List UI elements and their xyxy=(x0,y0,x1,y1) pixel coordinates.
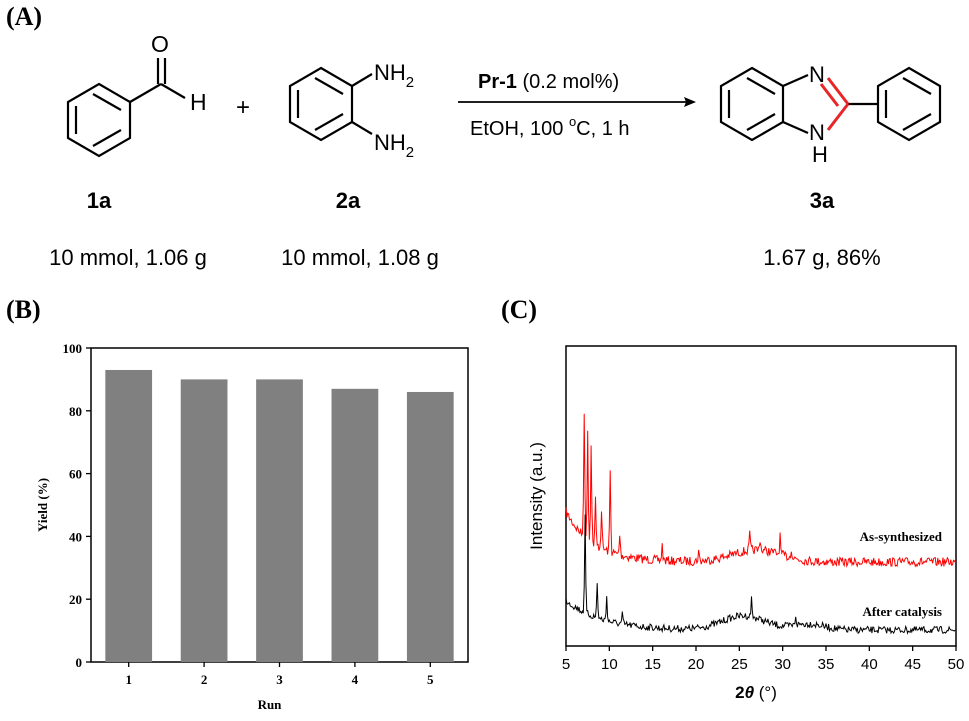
plus-sign: + xyxy=(236,94,250,121)
aldehyde-hydrogen: H xyxy=(190,89,207,115)
panel-label-b: (B) xyxy=(6,295,41,324)
compound-label-1a: 1a xyxy=(87,188,112,213)
amine-bottom: NH2 xyxy=(374,130,414,161)
imidazole-highlight xyxy=(819,77,850,131)
xrd-x-tick-label: 45 xyxy=(904,656,921,673)
xrd-x-tick-label: 25 xyxy=(731,656,748,673)
bar-x-tick-label: 4 xyxy=(352,672,359,687)
xrd-x-tick-label: 35 xyxy=(818,656,835,673)
bar-y-axis-label: Yield (%) xyxy=(35,478,50,532)
amount-3a: 1.67 g, 86% xyxy=(763,245,880,270)
xrd-y-axis-label: Intensity (a.u.) xyxy=(527,442,546,550)
xrd-series-as-synthesized xyxy=(565,413,956,568)
imidazole-n: N xyxy=(809,62,825,87)
bar-y-tick-label: 40 xyxy=(69,529,82,544)
panel-label-c: (C) xyxy=(501,295,538,324)
xrd-x-tick-label: 5 xyxy=(562,656,570,673)
xrd-x-tick-label: 15 xyxy=(644,656,661,673)
compound-label-3a: 3a xyxy=(810,188,835,213)
benzimidazole-structure xyxy=(719,66,942,142)
bar-y-tick-label: 100 xyxy=(63,341,83,356)
bar-y-tick-label: 0 xyxy=(76,655,83,670)
amount-2a: 10 mmol, 1.08 g xyxy=(281,245,439,270)
xrd-plot-frame xyxy=(565,345,957,647)
bar-y-tick-label: 60 xyxy=(69,467,82,482)
bar-run-2 xyxy=(180,379,228,662)
bar-x-tick-label: 1 xyxy=(125,672,132,687)
bar-run-1 xyxy=(105,369,153,662)
reaction-arrow xyxy=(458,97,696,107)
catalyst-label: Pr-1 (0.2 mol%) xyxy=(478,71,619,93)
xrd-x-tick-label: 50 xyxy=(948,656,965,673)
aldehyde-oxygen: O xyxy=(151,31,169,57)
bar-x-tick-label: 3 xyxy=(276,672,283,687)
amount-1a: 10 mmol, 1.06 g xyxy=(49,245,207,270)
compound-label-2a: 2a xyxy=(336,188,361,213)
bar-chart: 0 20 40 60 80 100 1 2 3 4 5 Run Yield (%) xyxy=(35,341,469,712)
amine-top: NH2 xyxy=(374,60,414,91)
reaction-scheme: O H + NH2 NH2 Pr-1 (0.2 mol%) EtOH, 100 … xyxy=(49,31,942,270)
imidazole-h: H xyxy=(812,142,828,167)
phenylenediamine-structure xyxy=(288,66,373,142)
bar-run-4 xyxy=(331,388,379,662)
bar-run-3 xyxy=(256,379,303,662)
benzaldehyde-structure xyxy=(66,58,186,158)
xrd-x-tick-label: 20 xyxy=(688,656,705,673)
xrd-series-label-as-synthesized: As-synthesized xyxy=(860,529,943,544)
imidazole-nh: N xyxy=(809,120,825,145)
bar-y-tick-label: 20 xyxy=(69,592,82,607)
bar-run-5 xyxy=(406,391,454,662)
conditions-label: EtOH, 100 oC, 1 h xyxy=(470,114,630,140)
xrd-x-axis-label: 2θ (°) xyxy=(735,683,777,702)
xrd-series-after-catalysis xyxy=(565,514,956,635)
bar-x-tick-label: 5 xyxy=(427,672,434,687)
bar-x-axis-label: Run xyxy=(258,697,283,712)
xrd-x-tick-label: 10 xyxy=(601,656,618,673)
xrd-series-label-after-catalysis: After catalysis xyxy=(862,604,942,619)
xrd-x-tick-label: 40 xyxy=(861,656,878,673)
bar-y-tick-label: 80 xyxy=(69,404,82,419)
xrd-chart: 5 10 15 20 25 30 35 40 45 50 2θ (°) Intensity (a.u.… xyxy=(527,345,965,702)
xrd-x-tick-label: 30 xyxy=(774,656,791,673)
bar-x-tick-label: 2 xyxy=(201,672,208,687)
panel-label-a: (A) xyxy=(6,2,43,31)
